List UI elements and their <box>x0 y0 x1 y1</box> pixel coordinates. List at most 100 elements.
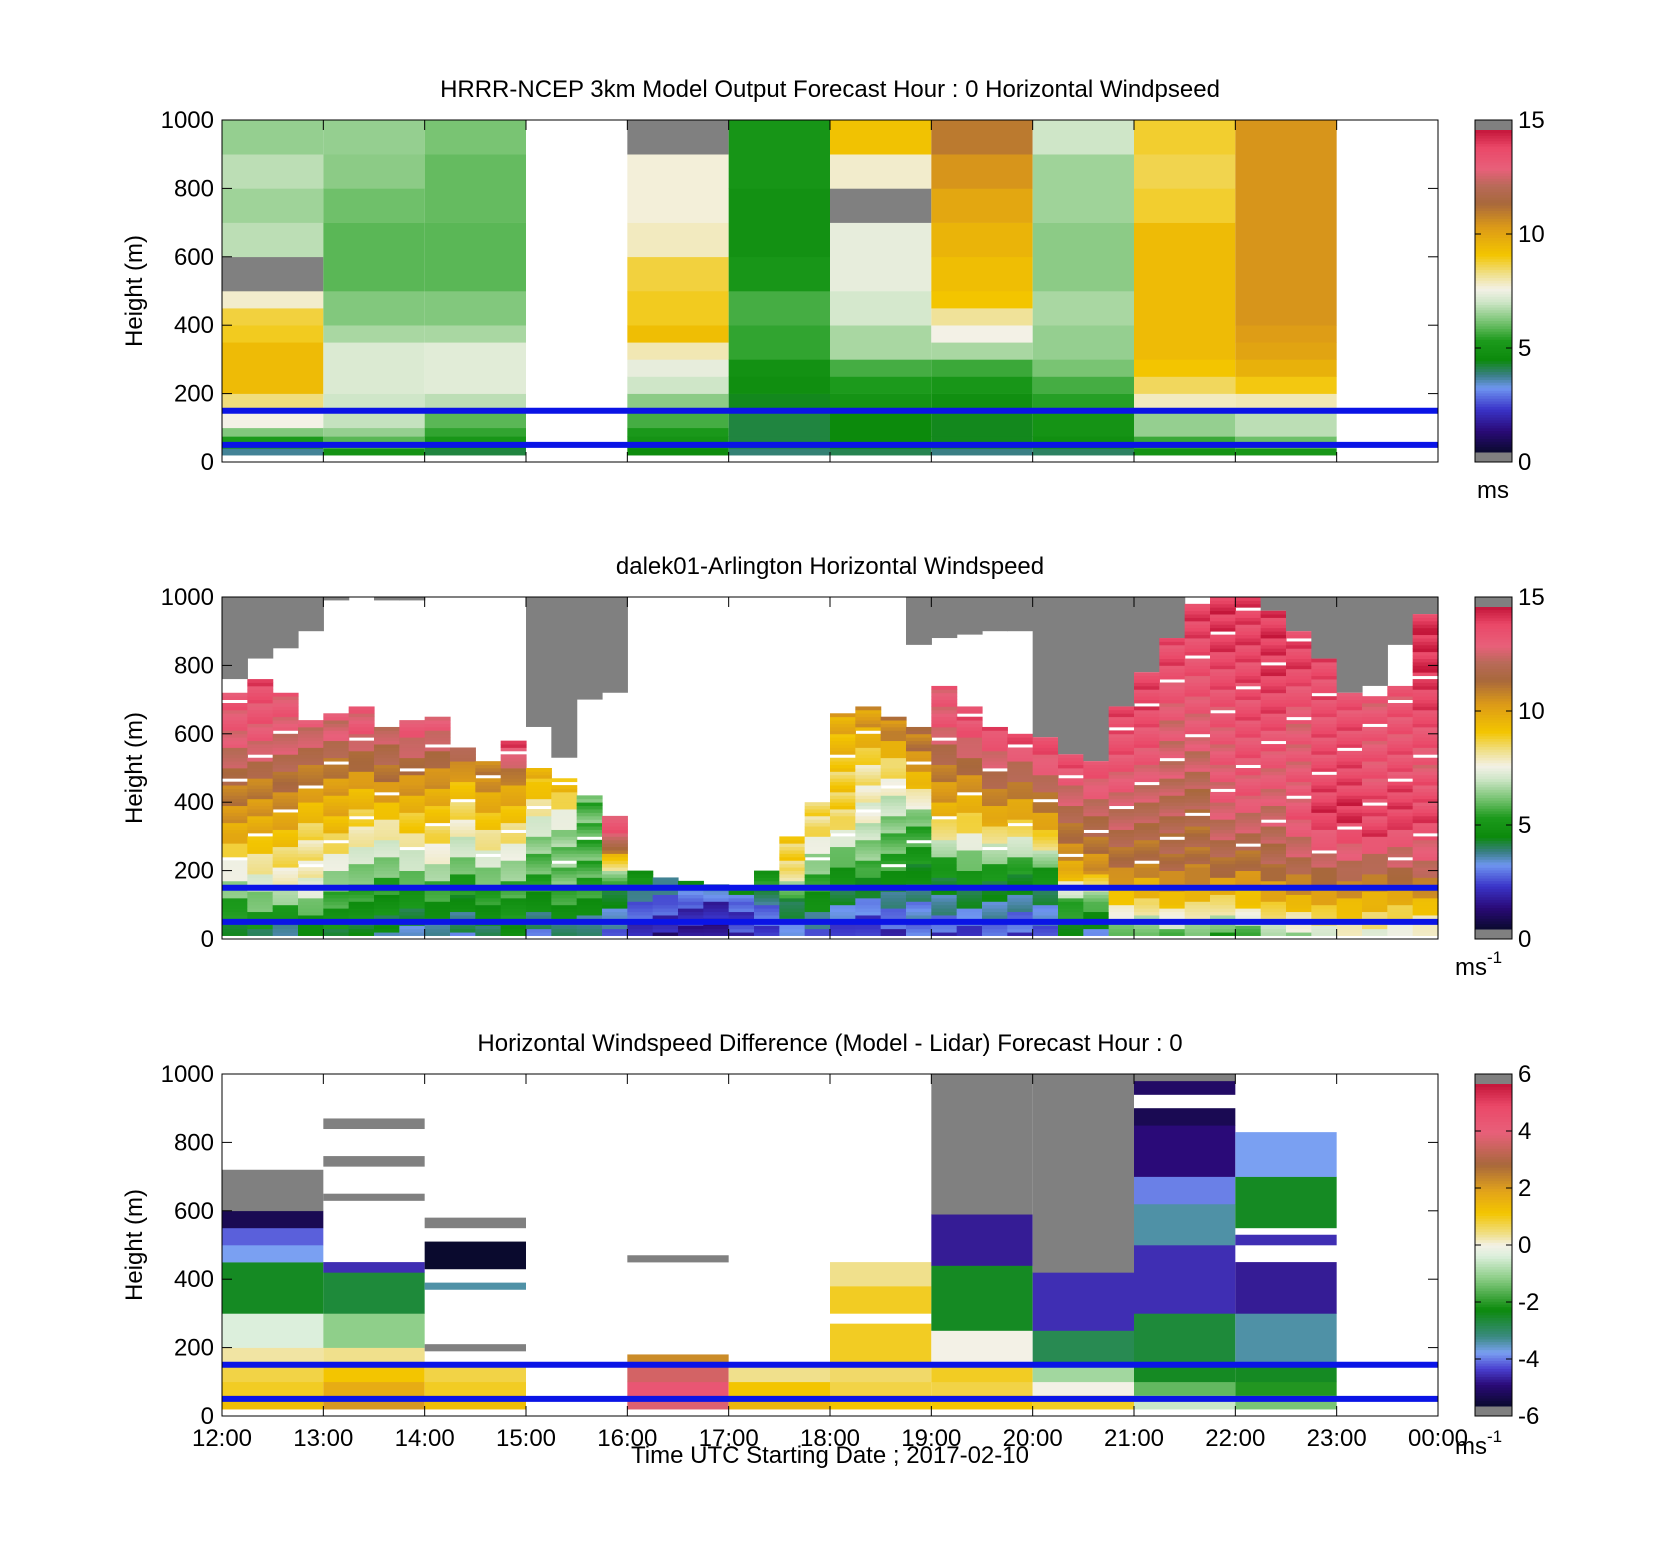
colorbar-segment <box>1475 1113 1512 1117</box>
lidar-cell <box>804 802 831 807</box>
lidar-cell <box>424 932 451 936</box>
lidar-cell <box>956 836 983 841</box>
lidar-cell <box>1210 641 1236 646</box>
y-axis-label: Height (m) <box>121 235 148 347</box>
lidar-cell <box>1058 764 1084 769</box>
heatmap-cell <box>931 1381 1033 1396</box>
lidar-no-data-cell <box>247 597 274 659</box>
lidar-cell <box>1412 703 1439 707</box>
lidar-cell <box>551 836 578 841</box>
lidar-cell <box>1210 644 1236 649</box>
lidar-cell <box>500 863 527 868</box>
lidar-cell <box>272 850 299 854</box>
heatmap-cell <box>222 188 324 223</box>
lidar-cell <box>551 897 578 902</box>
lidar-cell <box>906 856 932 861</box>
lidar-cell <box>298 764 324 769</box>
lidar-cell <box>1260 795 1287 800</box>
lidar-cell <box>424 737 451 742</box>
lidar-cell <box>222 925 248 930</box>
lidar-no-data-cell <box>956 597 983 635</box>
lidar-cell <box>1286 655 1312 659</box>
lidar-cell <box>1159 661 1186 666</box>
lidar-cell <box>348 819 375 824</box>
lidar-cell <box>1235 805 1262 810</box>
lidar-cell <box>830 771 856 776</box>
lidar-cell <box>1159 911 1186 916</box>
lidar-cell <box>754 891 780 895</box>
lidar-cell <box>956 932 983 936</box>
heatmap-cell <box>627 325 729 343</box>
heatmap-cell <box>323 1364 425 1383</box>
lidar-cell <box>931 819 958 824</box>
lidar-cell <box>1286 839 1312 844</box>
lidar-cell <box>1260 638 1287 642</box>
colorbar-segment <box>1475 1320 1512 1324</box>
lidar-cell <box>1260 853 1287 858</box>
heatmap-cell <box>424 1217 526 1229</box>
lidar-cell <box>1412 733 1439 738</box>
heatmap-cell <box>830 1262 932 1287</box>
lidar-cell <box>576 925 603 930</box>
lidar-cell <box>1108 928 1135 933</box>
lidar-cell <box>1210 812 1236 817</box>
lidar-cell <box>1311 822 1338 827</box>
lidar-cell <box>982 812 1008 817</box>
lidar-cell <box>272 904 299 909</box>
lidar-cell <box>1134 843 1160 848</box>
heatmap-cell <box>830 359 932 377</box>
lidar-cell <box>1108 836 1135 841</box>
y-tick-label: 1000 <box>161 584 214 611</box>
lidar-cell <box>1058 911 1084 916</box>
lidar-cell <box>1210 904 1236 909</box>
lidar-cell <box>1184 723 1211 728</box>
colorbar-segment <box>1475 784 1512 788</box>
colorbar-segment <box>1475 291 1512 295</box>
lidar-cell <box>880 771 907 776</box>
lidar-cell <box>475 843 502 848</box>
lidar-cell <box>931 709 958 714</box>
lidar-cell <box>1311 870 1338 875</box>
colorbar-segment <box>1475 1204 1512 1208</box>
lidar-cell <box>576 815 603 820</box>
lidar-no-data-cell <box>399 597 426 601</box>
lidar-cell <box>1134 788 1160 793</box>
lidar-cell <box>450 932 476 936</box>
lidar-cell <box>475 815 502 820</box>
lidar-cell <box>906 829 932 834</box>
colorbar-segment <box>1475 403 1512 407</box>
lidar-cell <box>374 761 400 765</box>
lidar-cell <box>1058 891 1084 895</box>
lidar-cell <box>931 703 958 707</box>
colorbar-segment <box>1475 840 1512 844</box>
lidar-cell <box>1311 932 1338 936</box>
lidar-cell <box>1159 812 1186 817</box>
lidar-cell <box>1007 894 1034 899</box>
lidar-cell <box>1362 726 1388 731</box>
lidar-cell <box>500 815 527 820</box>
lidar-cell <box>703 925 730 930</box>
lidar-cell <box>1235 689 1262 694</box>
colorbar-segment <box>1475 1330 1512 1335</box>
lidar-cell <box>1260 829 1287 834</box>
lidar-cell <box>475 785 502 789</box>
lidar-cell <box>272 908 299 913</box>
lidar-cell <box>222 788 248 793</box>
lidar-cell <box>1134 846 1160 851</box>
colorbar-segment <box>1475 1309 1512 1313</box>
lidar-cell <box>1184 771 1211 776</box>
colorbar-segment <box>1475 341 1512 346</box>
heatmap-cell <box>323 1272 425 1314</box>
lidar-cell <box>576 850 603 854</box>
lidar-cell <box>1311 709 1338 714</box>
lidar-cell <box>1184 696 1211 700</box>
colorbar-segment <box>1475 1210 1512 1214</box>
lidar-cell <box>906 757 932 762</box>
lidar-cell <box>1210 768 1236 772</box>
colorbar-segment <box>1475 1365 1512 1369</box>
lidar-cell <box>424 891 451 895</box>
heatmap-cells <box>222 120 1337 456</box>
lidar-cell <box>272 812 299 817</box>
lidar-cell <box>1286 785 1312 789</box>
lidar-cell <box>500 747 527 752</box>
